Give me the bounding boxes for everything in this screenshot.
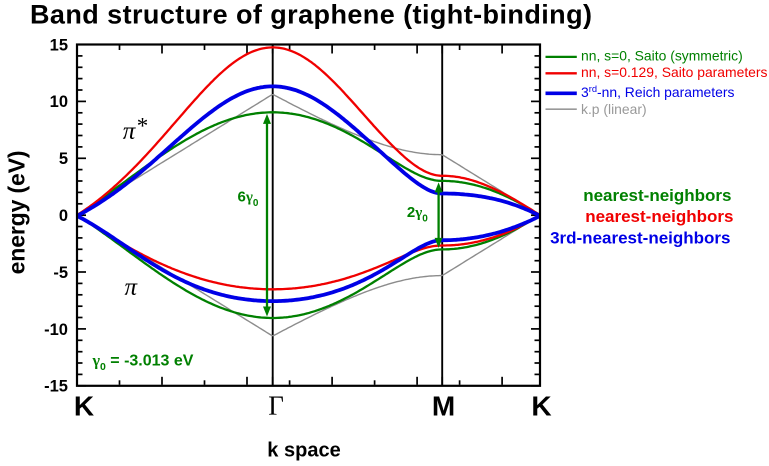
svg-text:15: 15 — [50, 36, 68, 54]
svg-text:5: 5 — [59, 150, 68, 168]
svg-text:K: K — [74, 391, 94, 422]
svg-text:nn, s=0.129, Saito parameters: nn, s=0.129, Saito parameters — [581, 64, 768, 80]
svg-text:nn, s=0, Saito (symmetric): nn, s=0, Saito (symmetric) — [581, 48, 743, 64]
svg-text:3rd-nn, Reich parameters: 3rd-nn, Reich parameters — [581, 84, 734, 100]
svg-text:10: 10 — [50, 93, 68, 111]
svg-text:Band structure of graphene (ti: Band structure of graphene (tight-bindin… — [30, 0, 592, 30]
svg-text:Γ: Γ — [268, 390, 284, 420]
svg-text:γ0 = -3.013 eV: γ0 = -3.013 eV — [92, 352, 194, 373]
svg-text:M: M — [432, 391, 455, 422]
svg-text:π: π — [125, 274, 139, 301]
svg-text:*: * — [137, 114, 149, 139]
svg-text:K: K — [531, 391, 551, 422]
svg-text:-5: -5 — [53, 264, 68, 282]
svg-text:-10: -10 — [44, 321, 68, 339]
svg-text:3rd-nearest-neighbors: 3rd-nearest-neighbors — [550, 228, 730, 247]
svg-text:nearest-neighbors: nearest-neighbors — [585, 207, 733, 226]
svg-text:energy (eV): energy (eV) — [4, 150, 30, 274]
svg-text:k space: k space — [267, 440, 340, 462]
svg-text:-15: -15 — [44, 378, 68, 396]
svg-text:k.p (linear): k.p (linear) — [581, 101, 647, 117]
svg-text:π: π — [123, 118, 137, 145]
svg-text:6γ0: 6γ0 — [238, 189, 259, 210]
svg-text:nearest-neighbors: nearest-neighbors — [583, 186, 731, 205]
svg-text:2γ0: 2γ0 — [407, 204, 428, 225]
svg-text:0: 0 — [59, 207, 68, 225]
